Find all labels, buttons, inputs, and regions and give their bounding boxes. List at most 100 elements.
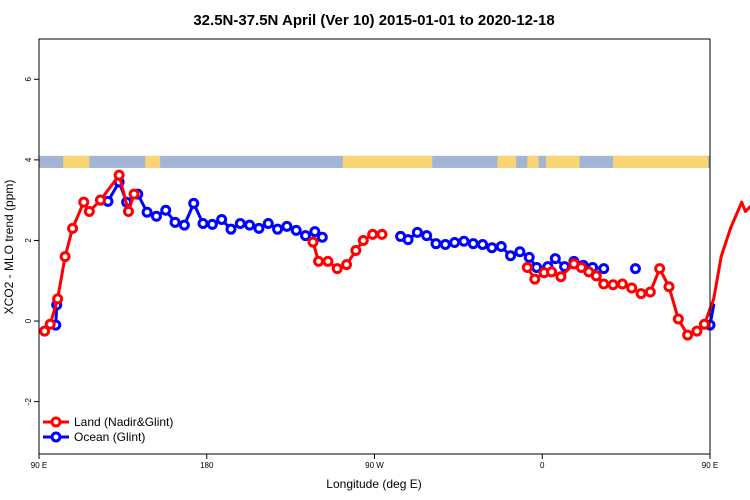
ocean-point [467,238,479,250]
land-segment [712,255,723,301]
ocean-point [141,206,153,218]
ocean-point [169,216,181,228]
ocean-point [178,219,190,231]
land-point [521,261,533,273]
legend: Land (Nadir&Glint) Ocean (Glint) [43,415,173,444]
ocean-point [559,261,571,273]
ocean-point [430,238,442,250]
ocean-point [439,238,451,250]
land-segment [527,155,539,168]
land-segment [613,155,709,168]
y-axis: -2 0 2 4 6 [24,77,39,406]
land-segment [545,155,580,168]
land-point [128,188,140,200]
land-segment [667,285,680,321]
y-tick-label: 6 [24,77,33,82]
ocean-point [290,224,302,236]
y-tick-label: -2 [24,398,33,406]
ocean-point [253,222,265,234]
land-point [367,228,379,240]
ocean-point [234,218,246,230]
land-point [95,194,107,206]
ocean-point [629,263,641,275]
land-segment [719,226,733,259]
legend-land-marker [50,416,62,428]
land-segment [117,173,130,213]
x-axis: 90 E 180 90 W 0 90 E [31,454,718,470]
ocean-point [150,210,162,222]
ocean-point [300,230,312,242]
ocean-point [197,218,209,230]
land-point [350,245,362,257]
ocean-point [206,218,218,230]
land-point [607,279,619,291]
ocean-point [505,250,517,262]
ocean-point [216,214,228,226]
land-point [663,281,675,293]
ocean-point [486,242,498,254]
ocean-point [549,253,561,265]
x-tick-label: 0 [540,461,545,470]
ocean-point [244,219,256,231]
ocean-point [225,223,237,235]
land-segment [145,155,161,168]
land-point [626,282,638,294]
y-tick-label: 2 [24,238,33,243]
land-segment [729,200,744,230]
plot-frame [38,38,711,455]
land-point [644,286,656,298]
land-point [654,263,666,275]
land-segment [63,155,90,168]
land-point [331,263,343,275]
x-tick-label: 180 [200,461,214,470]
land-point [44,318,56,330]
land-point [357,234,369,246]
land-segment [743,204,750,213]
land-point [67,222,79,234]
ocean-point [281,220,293,232]
land-segment [342,155,433,168]
ocean-point [402,234,414,246]
ocean-point [523,251,535,263]
legend-ocean-label: Ocean (Glint) [74,430,145,444]
land-point [616,278,628,290]
land-point [59,251,71,263]
ocean-point [458,235,470,247]
land-point [122,205,134,217]
ocean-point [449,236,461,248]
x-tick-label: 90 E [31,461,47,470]
land-segment [497,155,517,168]
ocean-series [50,176,716,331]
ocean-point [598,263,610,275]
ocean-point [272,223,284,235]
legend-ocean-marker [50,431,62,443]
land-point [575,261,587,273]
land-point [78,196,90,208]
land-point [682,329,694,341]
x-tick-label: 90 W [365,461,384,470]
legend-land-label: Land (Nadir&Glint) [74,415,173,429]
land-point [341,259,353,271]
ocean-point [421,230,433,242]
land-point [83,205,95,217]
y-tick-label: 0 [24,318,33,323]
ocean-point [316,231,328,243]
y-tick-label: 4 [24,157,33,162]
land-point [52,293,64,305]
land-point [590,270,602,282]
land-series [39,169,750,341]
land-point [698,318,710,330]
x-tick-label: 90 E [702,461,718,470]
land-point [672,313,684,325]
land-point [529,273,541,285]
land-segment [56,255,67,301]
land-point [376,228,388,240]
land-point [307,236,319,248]
ocean-point [477,238,489,250]
ocean-point [262,218,274,230]
land-point [598,278,610,290]
ocean-point [188,197,200,209]
chart-title: 32.5N-37.5N April (Ver 10) 2015-01-01 to… [193,12,554,29]
ocean-point [514,246,526,258]
